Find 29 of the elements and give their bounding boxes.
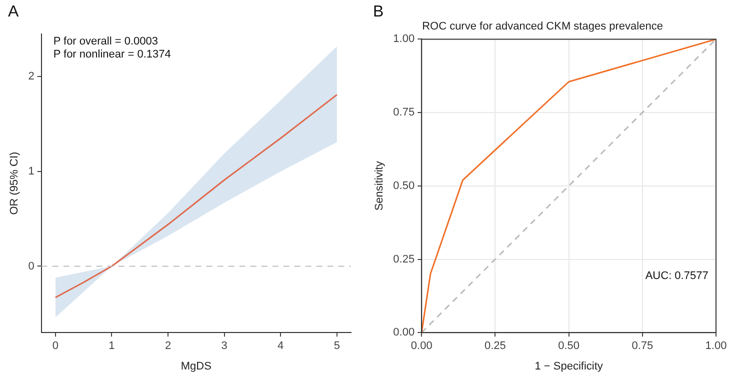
x-tick-label: 1 (108, 340, 115, 352)
x-tick-label: 0 (52, 340, 58, 352)
annotation: P for nonlinear = 0.1374 (53, 48, 171, 61)
x-tick-label: 0.00 (410, 340, 432, 352)
y-tick-label: 0 (28, 260, 34, 272)
x-tick-label: 0.25 (484, 340, 506, 352)
text: B (373, 3, 384, 20)
y-tick-label: 1 (28, 165, 34, 178)
text: A (8, 3, 19, 20)
y-axis-title: OR (95% CI) (8, 152, 21, 215)
chart-title: ROC curve for advanced CKM stages prevalence (422, 20, 663, 33)
x-axis-title: 1 − Specificity (534, 360, 604, 372)
y-tick-label: 0.00 (393, 326, 415, 339)
y-tick-label: 2 (28, 70, 34, 83)
x-tick-label: 2 (164, 340, 172, 352)
y-tick-label: 0.50 (393, 180, 415, 192)
x-tick-label: 4 (278, 340, 284, 352)
x-tick-label: 5 (334, 340, 340, 352)
y-tick-label: 1.00 (393, 33, 415, 46)
annotation: AUC: 0.7577 (645, 270, 708, 282)
x-axis-title: MgDS (180, 360, 212, 372)
x-tick-label: 3 (221, 340, 228, 352)
x-tick-label: 0.50 (558, 340, 580, 352)
annotation: P for overall = 0.0003 (53, 36, 158, 48)
y-tick-label: 0.75 (393, 106, 415, 119)
x-tick-label: 0.75 (632, 340, 654, 352)
x-tick-label: 1.00 (705, 340, 727, 352)
y-tick-label: 0.25 (393, 253, 415, 266)
y-axis-title: Sensitivity (374, 160, 386, 211)
